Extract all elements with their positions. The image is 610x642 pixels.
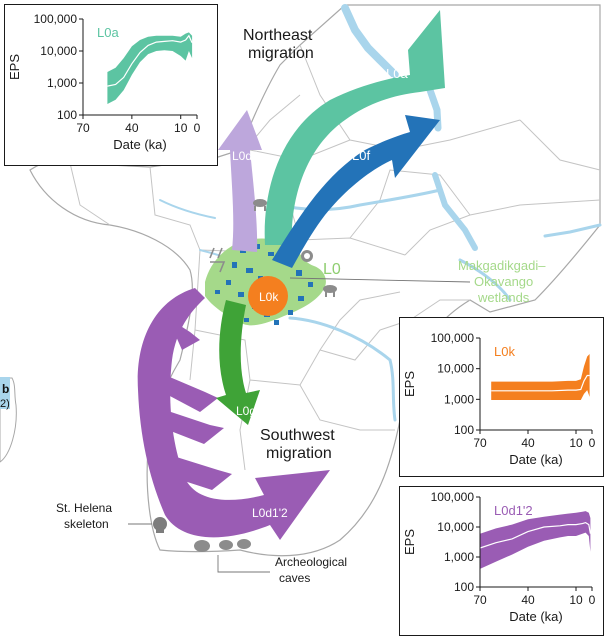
southwest-migration-line2: migration: [266, 445, 332, 462]
series-label: L0a: [97, 25, 119, 40]
x-tick-label: 40: [125, 121, 139, 135]
antelope-icon: [209, 247, 226, 273]
y-tick-label: 100: [57, 108, 77, 122]
northeast-migration-line2: migration: [248, 45, 314, 62]
arrow-l0d1-2: [137, 288, 330, 540]
wetlands-label-line1: Makgadikgadi–: [458, 258, 546, 273]
northeast-migration-line1: Northeast: [243, 27, 313, 44]
series-label: L0d1'2: [494, 503, 533, 518]
label-l0a: L0a: [386, 66, 408, 81]
lion-icon: [301, 250, 313, 262]
wetlands-label-line3: wetlands: [477, 290, 530, 305]
zebra-icon: [323, 285, 337, 297]
label-l0: L0: [323, 261, 341, 278]
x-axis-label: Date (ka): [509, 609, 562, 624]
y-tick-label: 1,000: [444, 392, 474, 406]
y-tick-label: 10,000: [40, 44, 77, 58]
y-tick-label: 100: [454, 423, 474, 437]
x-tick-label: 70: [76, 121, 90, 135]
leader-lines: [128, 277, 471, 573]
y-tick-label: 1,000: [444, 550, 474, 564]
label-l0d3: L0d3: [232, 149, 259, 163]
eps-median-line: [491, 374, 590, 392]
eps-band: [480, 511, 591, 569]
inset-chart-l0d1-2: 100 1,000 10,000 100,000 70 40 10 0 Date (ka) EPS…: [399, 486, 604, 636]
y-axis-label: EPS: [402, 371, 417, 397]
eps-band: [491, 354, 590, 400]
st-helena-line2: skeleton: [64, 517, 109, 531]
arrow-l0a: [264, 10, 445, 245]
label-l0k: L0k: [259, 290, 279, 304]
panel-b-number: 2): [0, 398, 10, 410]
x-tick-label: 40: [521, 436, 535, 450]
inset-chart-l0k: 100 1,000 10,000 100,000 70 40 10 0 Date (ka) EPS…: [399, 317, 604, 477]
wetlands-label-line2: Okavango: [474, 274, 533, 289]
x-tick-label: 0: [589, 593, 596, 607]
x-tick-label: 10: [569, 436, 583, 450]
eps-median-line: [107, 34, 193, 87]
x-tick-label: 70: [473, 593, 487, 607]
y-tick-label: 100,000: [34, 12, 78, 26]
label-l0d1-2: L0d1'2: [252, 506, 288, 520]
y-tick-label: 100: [454, 580, 474, 594]
y-axis-label: EPS: [402, 529, 417, 555]
y-tick-label: 10,000: [437, 362, 474, 376]
caves-line2: caves: [279, 571, 310, 585]
x-tick-label: 10: [569, 593, 583, 607]
x-tick-label: 40: [521, 593, 535, 607]
panel-b-letter: b: [2, 382, 9, 396]
x-axis-label: Date (ka): [509, 452, 562, 467]
y-tick-label: 1,000: [47, 76, 77, 90]
y-tick-label: 100,000: [431, 331, 475, 345]
arrow-l0g: [216, 300, 260, 425]
cave-icons: [194, 539, 251, 552]
series-label: L0k: [494, 344, 515, 359]
southwest-migration-line1: Southwest: [260, 427, 335, 444]
x-tick-label: 0: [589, 436, 596, 450]
x-tick-label: 10: [174, 121, 188, 135]
x-tick-label: 70: [473, 436, 487, 450]
skull-icon: [153, 517, 167, 533]
y-tick-label: 10,000: [437, 520, 474, 534]
st-helena-line1: St. Helena: [56, 501, 112, 515]
buffalo-icon: [253, 199, 267, 211]
panel-b-marker: [0, 377, 10, 409]
label-l0g: L0g: [236, 404, 256, 418]
x-axis-label: Date (ka): [113, 137, 166, 152]
eps-band: [107, 32, 193, 104]
y-tick-label: 100,000: [431, 490, 475, 504]
y-axis-label: EPS: [7, 54, 22, 80]
eps-median-line: [479, 521, 591, 549]
arrow-l0d3: [218, 110, 262, 252]
inset-chart-l0a: 100 1,000 10,000 100,000 70 40 10 0 Date (ka) EPS…: [4, 4, 218, 166]
label-l0f: L0f: [352, 148, 370, 163]
arrow-l0f: [272, 115, 440, 268]
l0k-circle: [248, 276, 288, 316]
x-tick-label: 0: [194, 121, 201, 135]
caves-line1: Archeological: [275, 555, 347, 569]
